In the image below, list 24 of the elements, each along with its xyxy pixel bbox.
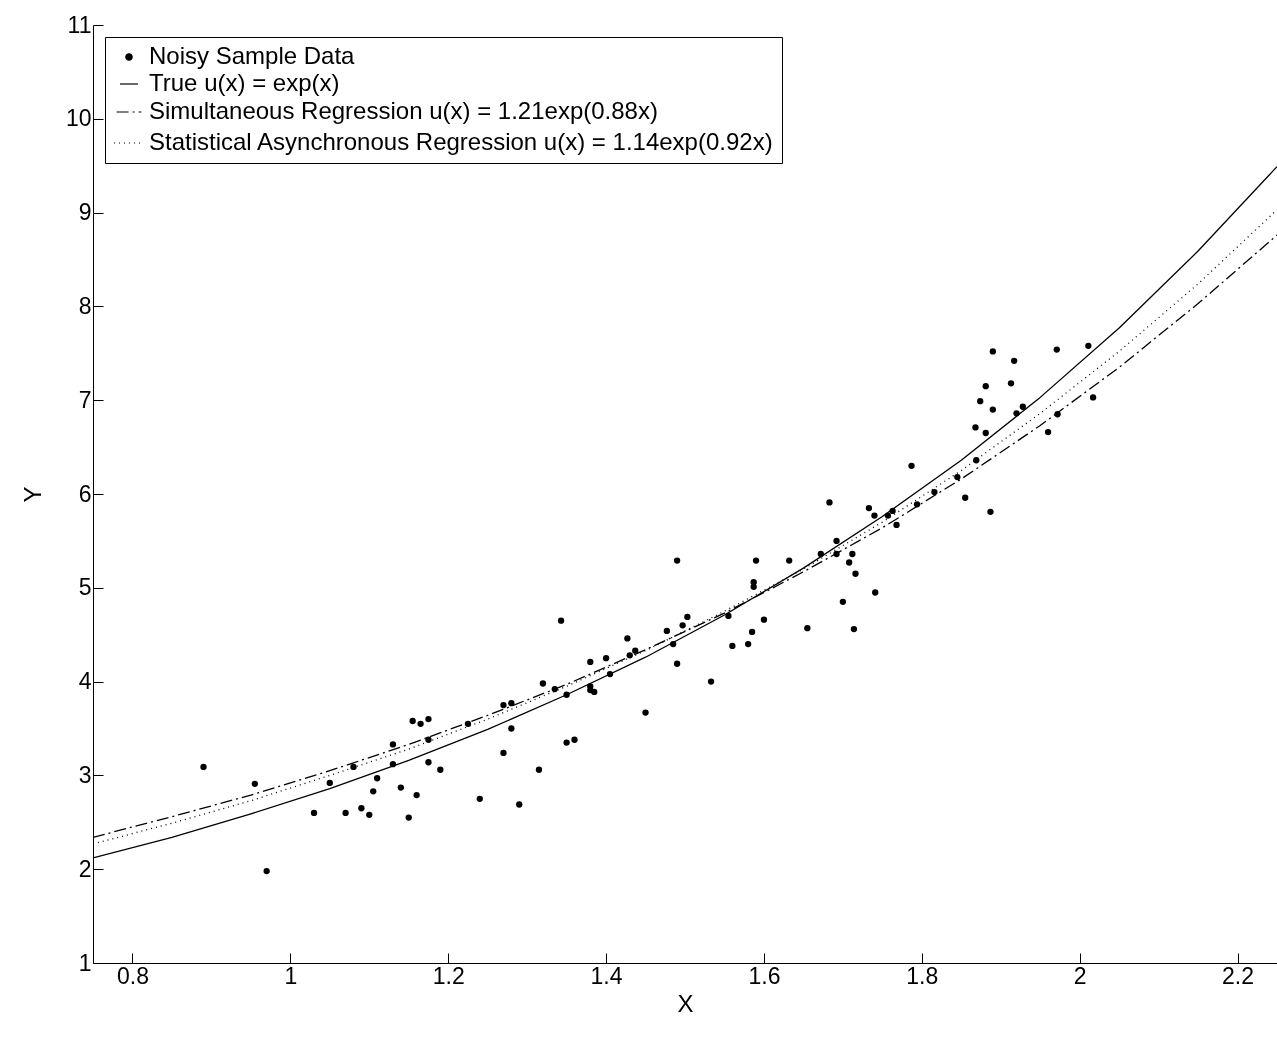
y-tick-label: 5 <box>78 574 92 601</box>
legend-label: Statistical Asynchronous Regression u(x) = 1.14exp(0.92x) <box>149 128 773 155</box>
x-tick-label: 1.2 <box>432 962 465 989</box>
x-tick-label: 0.8 <box>116 962 149 989</box>
y-tick-label: 6 <box>78 480 92 507</box>
y-tick-label: 9 <box>78 199 92 226</box>
y-tick-label: 3 <box>78 761 92 788</box>
y-tick-label: 7 <box>78 386 92 413</box>
legend-label: Simultaneous Regression u(x) = 1.21exp(0.88x) <box>149 97 658 124</box>
y-tick-label: 10 <box>65 105 92 132</box>
x-tick-label: 1.6 <box>748 962 781 989</box>
x-axis-title: X <box>677 989 694 1017</box>
y-tick-label: 2 <box>78 855 92 882</box>
y-tick-label: 4 <box>78 668 92 695</box>
x-tick-label: 2 <box>1073 962 1087 989</box>
legend-label: Noisy Sample Data <box>149 42 356 69</box>
legend-label: True u(x) = exp(x) <box>149 69 340 96</box>
x-tick-label: 1.8 <box>906 962 939 989</box>
y-tick-label: 8 <box>78 292 92 319</box>
y-tick-label: 11 <box>67 11 92 38</box>
x-tick-label: 2.2 <box>1222 962 1255 989</box>
x-tick-label: 1 <box>284 962 298 989</box>
y-axis-title: Y <box>18 486 46 503</box>
x-tick-label: 1.4 <box>590 962 623 989</box>
